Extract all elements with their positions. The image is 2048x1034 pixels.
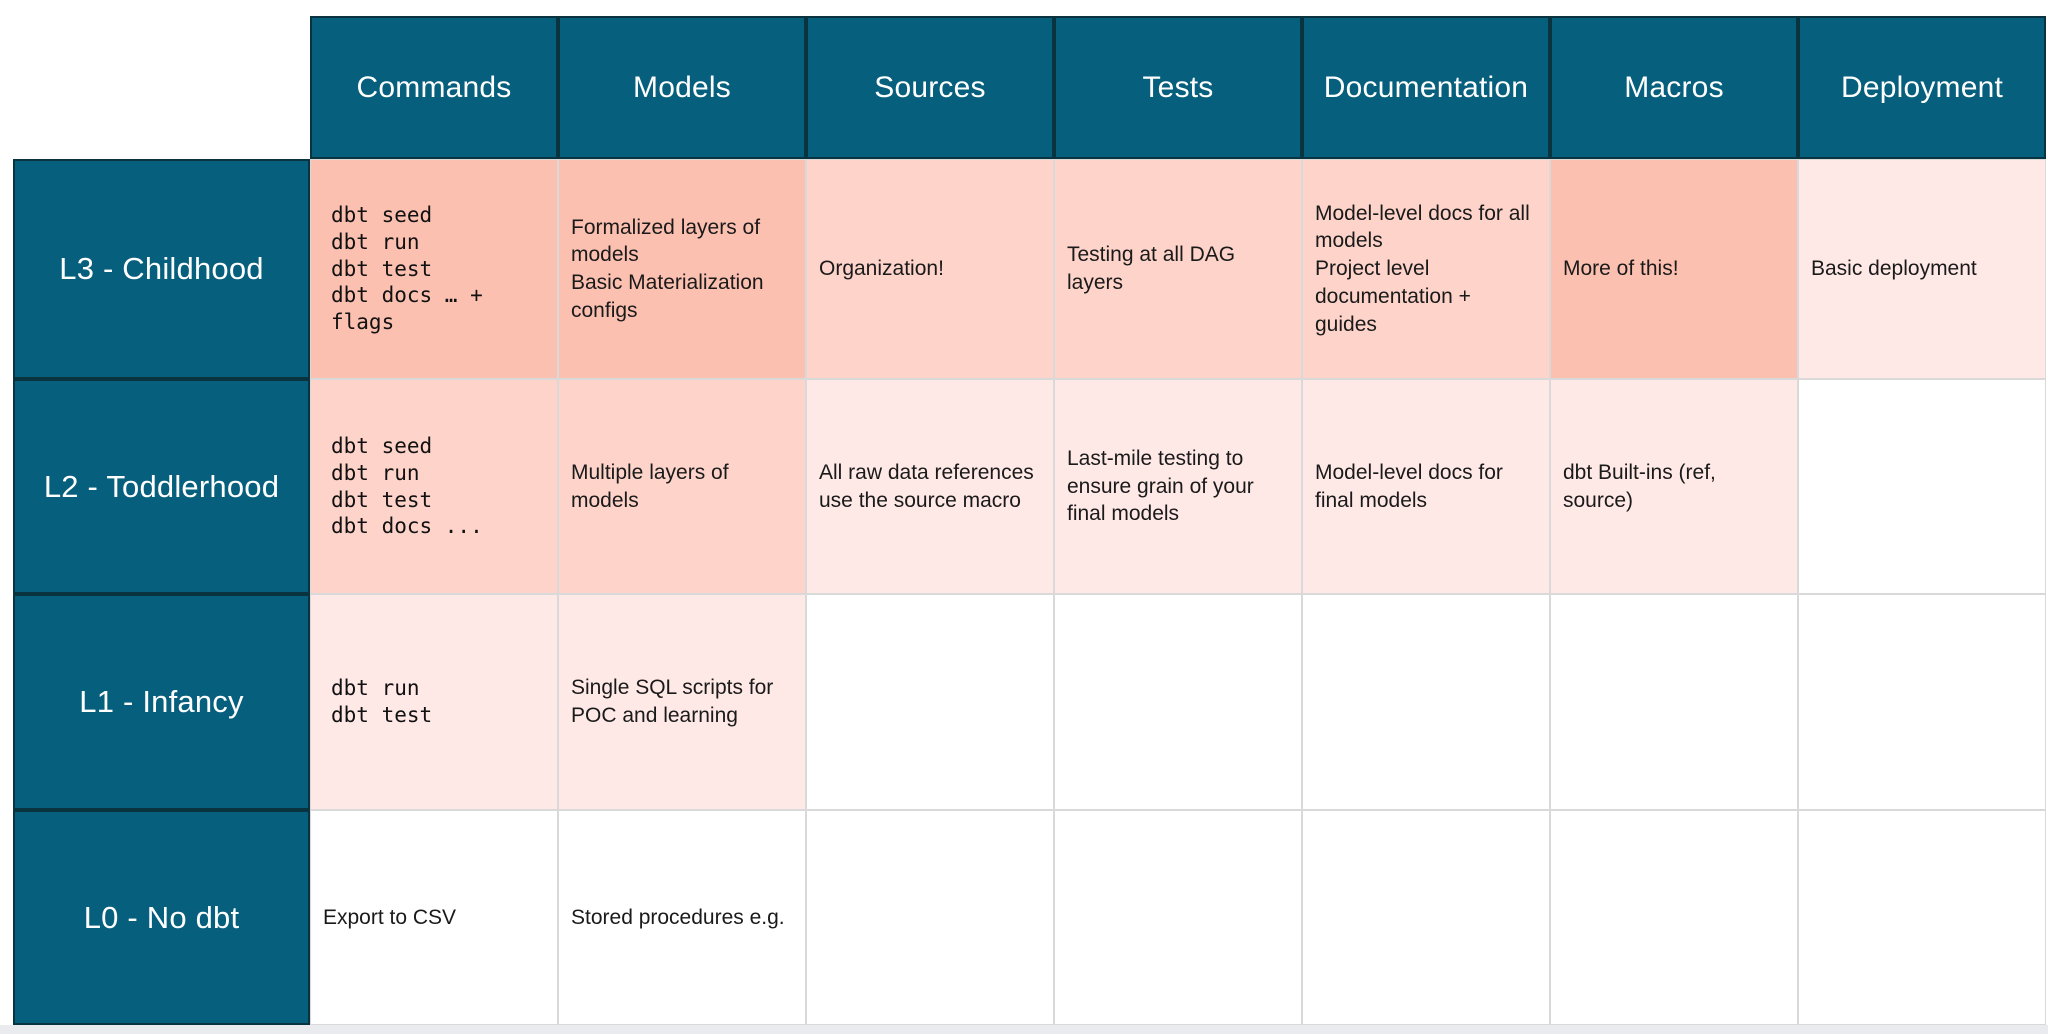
body-cell-l0-no-dbt-models: Stored procedures e.g. bbox=[558, 810, 806, 1025]
body-cell-l3-childhood-deployment: Basic deployment bbox=[1798, 159, 2046, 379]
body-cell-l0-no-dbt-sources bbox=[806, 810, 1054, 1025]
body-cell-l3-childhood-macros: More of this! bbox=[1550, 159, 1798, 379]
body-cell-l3-childhood-models: Formalized layers of models Basic Materi… bbox=[558, 159, 806, 379]
dbt-maturity-table: Commands Models Sources Tests Documentation M… bbox=[13, 16, 2046, 1025]
row-header-l1-infancy: L1 - Infancy bbox=[13, 594, 310, 810]
body-cell-l2-toddlerhood-macros: dbt Built-ins (ref, source) bbox=[1550, 379, 1798, 594]
body-cell-l2-toddlerhood-models: Multiple layers of models bbox=[558, 379, 806, 594]
body-cell-l3-childhood-documentation: Model-level docs for all models Project … bbox=[1302, 159, 1550, 379]
body-cell-l0-no-dbt-macros bbox=[1550, 810, 1798, 1025]
column-header-models: Models bbox=[558, 16, 806, 159]
body-cell-l1-infancy-deployment bbox=[1798, 594, 2046, 810]
corner-cell bbox=[13, 16, 310, 159]
body-cell-l1-infancy-commands: dbt run dbt test bbox=[310, 594, 558, 810]
column-header-sources: Sources bbox=[806, 16, 1054, 159]
row-header-l0-no-dbt: L0 - No dbt bbox=[13, 810, 310, 1025]
body-cell-l1-infancy-macros bbox=[1550, 594, 1798, 810]
body-cell-l1-infancy-models: Single SQL scripts for POC and learning bbox=[558, 594, 806, 810]
body-cell-l2-toddlerhood-tests: Last-mile testing to ensure grain of you… bbox=[1054, 379, 1302, 594]
body-cell-l0-no-dbt-documentation bbox=[1302, 810, 1550, 1025]
body-cell-l2-toddlerhood-documentation: Model-level docs for final models bbox=[1302, 379, 1550, 594]
body-cell-l1-infancy-tests bbox=[1054, 594, 1302, 810]
column-header-commands: Commands bbox=[310, 16, 558, 159]
body-cell-l3-childhood-sources: Organization! bbox=[806, 159, 1054, 379]
body-cell-l2-toddlerhood-deployment bbox=[1798, 379, 2046, 594]
row-header-l2-toddlerhood: L2 - Toddlerhood bbox=[13, 379, 310, 594]
body-cell-l2-toddlerhood-sources: All raw data references use the source m… bbox=[806, 379, 1054, 594]
body-cell-l0-no-dbt-deployment bbox=[1798, 810, 2046, 1025]
column-header-documentation: Documentation bbox=[1302, 16, 1550, 159]
row-header-l3-childhood: L3 - Childhood bbox=[13, 159, 310, 379]
body-cell-l0-no-dbt-commands: Export to CSV bbox=[310, 810, 558, 1025]
column-header-tests: Tests bbox=[1054, 16, 1302, 159]
body-cell-l1-infancy-documentation bbox=[1302, 594, 1550, 810]
column-header-deployment: Deployment bbox=[1798, 16, 2046, 159]
body-cell-l3-childhood-tests: Testing at all DAG layers bbox=[1054, 159, 1302, 379]
column-header-macros: Macros bbox=[1550, 16, 1798, 159]
body-cell-l1-infancy-sources bbox=[806, 594, 1054, 810]
body-cell-l2-toddlerhood-commands: dbt seed dbt run dbt test dbt docs ... bbox=[310, 379, 558, 594]
body-cell-l0-no-dbt-tests bbox=[1054, 810, 1302, 1025]
body-cell-l3-childhood-commands: dbt seed dbt run dbt test dbt docs … + f… bbox=[310, 159, 558, 379]
bottom-strip bbox=[0, 1025, 2048, 1034]
